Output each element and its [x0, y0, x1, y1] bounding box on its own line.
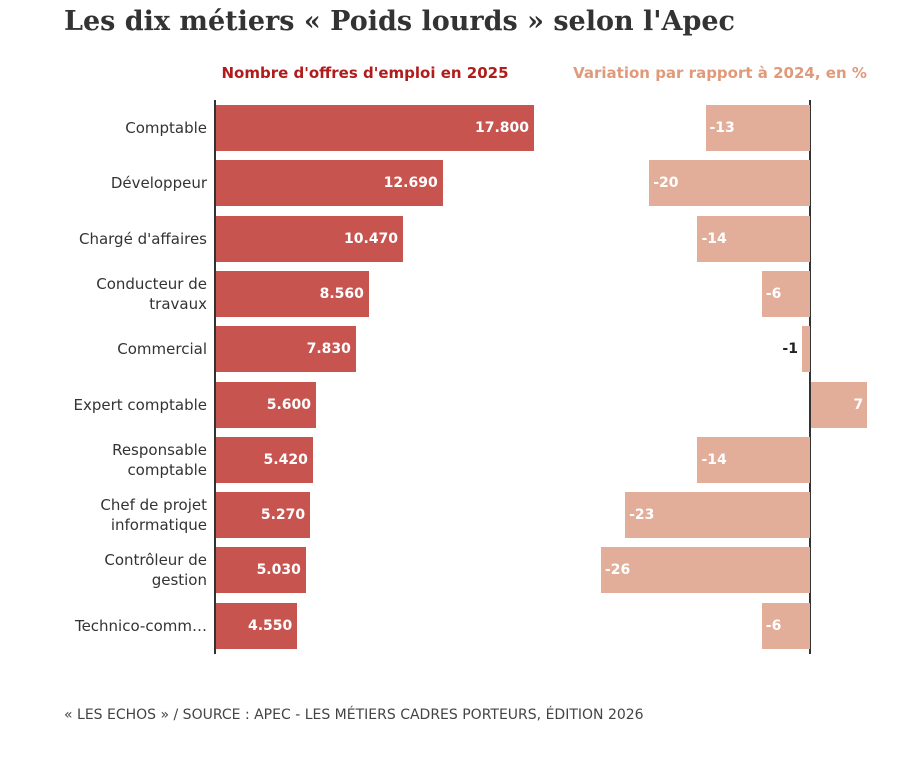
panel-header: Nombre d'offres d'emploi en 2025	[221, 64, 509, 82]
bar	[216, 326, 356, 373]
bar	[697, 436, 810, 483]
value-label: 5.600	[266, 396, 312, 413]
category-label: Expert comptable	[73, 395, 207, 414]
value-label: 8.560	[319, 285, 364, 302]
panel-header: Variation par rapport à 2024, en %	[573, 64, 867, 82]
bar	[216, 215, 404, 262]
bar	[811, 381, 868, 428]
bar	[216, 381, 317, 428]
value-label: -1	[782, 341, 798, 358]
bar	[625, 492, 810, 539]
bar	[216, 547, 306, 594]
bar	[761, 602, 810, 649]
bar	[216, 436, 313, 483]
value-label: 17.800	[474, 120, 529, 136]
value-label: 5.270	[260, 507, 306, 524]
category-label: Technico-comm…	[74, 616, 207, 635]
bar	[601, 547, 810, 594]
bar	[216, 492, 311, 539]
chart-title: Les dix métiers « Poids lourds » selon l…	[64, 6, 735, 37]
bar	[697, 215, 810, 262]
value-label: 7	[853, 396, 864, 413]
value-label: -20	[653, 175, 679, 192]
value-label: -14	[701, 230, 727, 247]
axis-line	[214, 100, 216, 654]
source: « LES ECHOS » / SOURCE : APEC - LES MÉTI…	[64, 707, 644, 723]
value-label: -6	[765, 285, 782, 302]
category-label: Conducteur de travaux	[96, 274, 207, 313]
value-label: -23	[629, 507, 655, 524]
value-label: -6	[765, 617, 782, 634]
value-label: 12.690	[383, 175, 438, 192]
bar	[216, 270, 369, 317]
category-label: Contrôleur de gestion	[104, 551, 207, 590]
category-label: Responsable comptable	[112, 440, 207, 479]
value-label: 10.470	[344, 230, 399, 247]
category-label: Développeur	[110, 174, 207, 193]
bar	[216, 160, 443, 207]
bar	[705, 105, 810, 151]
value-label: 7.830	[306, 341, 351, 358]
bar	[761, 270, 810, 317]
value-label: -26	[605, 562, 631, 579]
value-label: -14	[701, 451, 727, 468]
value-label: -13	[709, 120, 735, 136]
bar	[216, 602, 298, 649]
category-label: Comptable	[125, 119, 207, 137]
bar	[216, 105, 534, 151]
bar	[649, 160, 810, 207]
value-label: 4.550	[247, 617, 293, 634]
category-label: Chargé d'affaires	[78, 229, 207, 248]
value-label: 5.420	[263, 451, 308, 468]
bar	[801, 326, 810, 373]
category-label: Chef de projet informatique	[100, 496, 207, 535]
axis-line	[809, 100, 811, 654]
category-label: Commercial	[117, 340, 207, 359]
value-label: 5.030	[256, 562, 301, 579]
